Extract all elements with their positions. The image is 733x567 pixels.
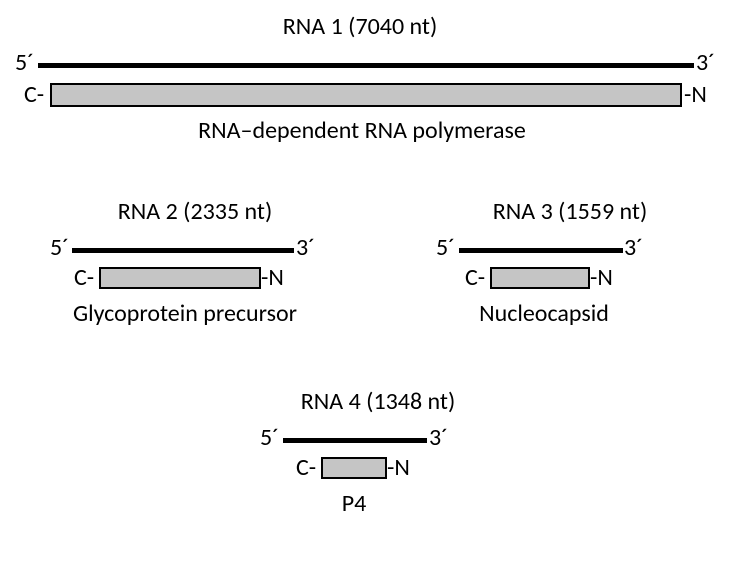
rna2-product: Glycoprotein precursor [55, 299, 315, 328]
rna3-product: Nucleocapsid [454, 299, 634, 328]
rna2-c-terminus: C- [74, 263, 94, 292]
rna2-five-prime: 5´ [50, 233, 69, 262]
rna4-strand [283, 438, 427, 443]
rna3-c-terminus: C- [465, 263, 485, 292]
rna1-c-terminus: C- [24, 80, 44, 109]
rna1-strand [38, 63, 694, 68]
rna-genome-diagram: RNA 1 (7040 nt) 5´ 3´ C- -N RNA–dependent RNA… [0, 0, 733, 567]
rna1-three-prime: 3´ [696, 48, 715, 77]
rna1-title: RNA 1 (7040 nt) [240, 12, 480, 41]
rna2-orf [99, 267, 261, 289]
rna2-three-prime: 3´ [296, 233, 315, 262]
rna2-strand [72, 248, 294, 253]
rna3-n-terminus: -N [590, 263, 613, 292]
rna3-orf [490, 267, 590, 289]
rna4-five-prime: 5´ [260, 423, 279, 452]
rna1-five-prime: 5´ [15, 48, 34, 77]
rna4-orf [321, 457, 387, 479]
rna4-three-prime: 3´ [429, 423, 448, 452]
rna1-product: RNA–dependent RNA polymerase [162, 116, 562, 145]
rna3-three-prime: 3´ [624, 233, 643, 262]
rna4-title: RNA 4 (1348 nt) [278, 387, 478, 416]
rna4-product: P4 [334, 489, 374, 518]
rna1-n-terminus: -N [684, 80, 707, 109]
rna3-strand [459, 248, 623, 253]
rna3-title: RNA 3 (1559 nt) [470, 197, 670, 226]
rna2-title: RNA 2 (2335 nt) [95, 197, 295, 226]
rna3-five-prime: 5´ [436, 233, 455, 262]
rna2-n-terminus: -N [261, 263, 284, 292]
rna1-orf [50, 83, 682, 107]
rna4-n-terminus: -N [387, 453, 410, 482]
rna4-c-terminus: C- [296, 453, 316, 482]
